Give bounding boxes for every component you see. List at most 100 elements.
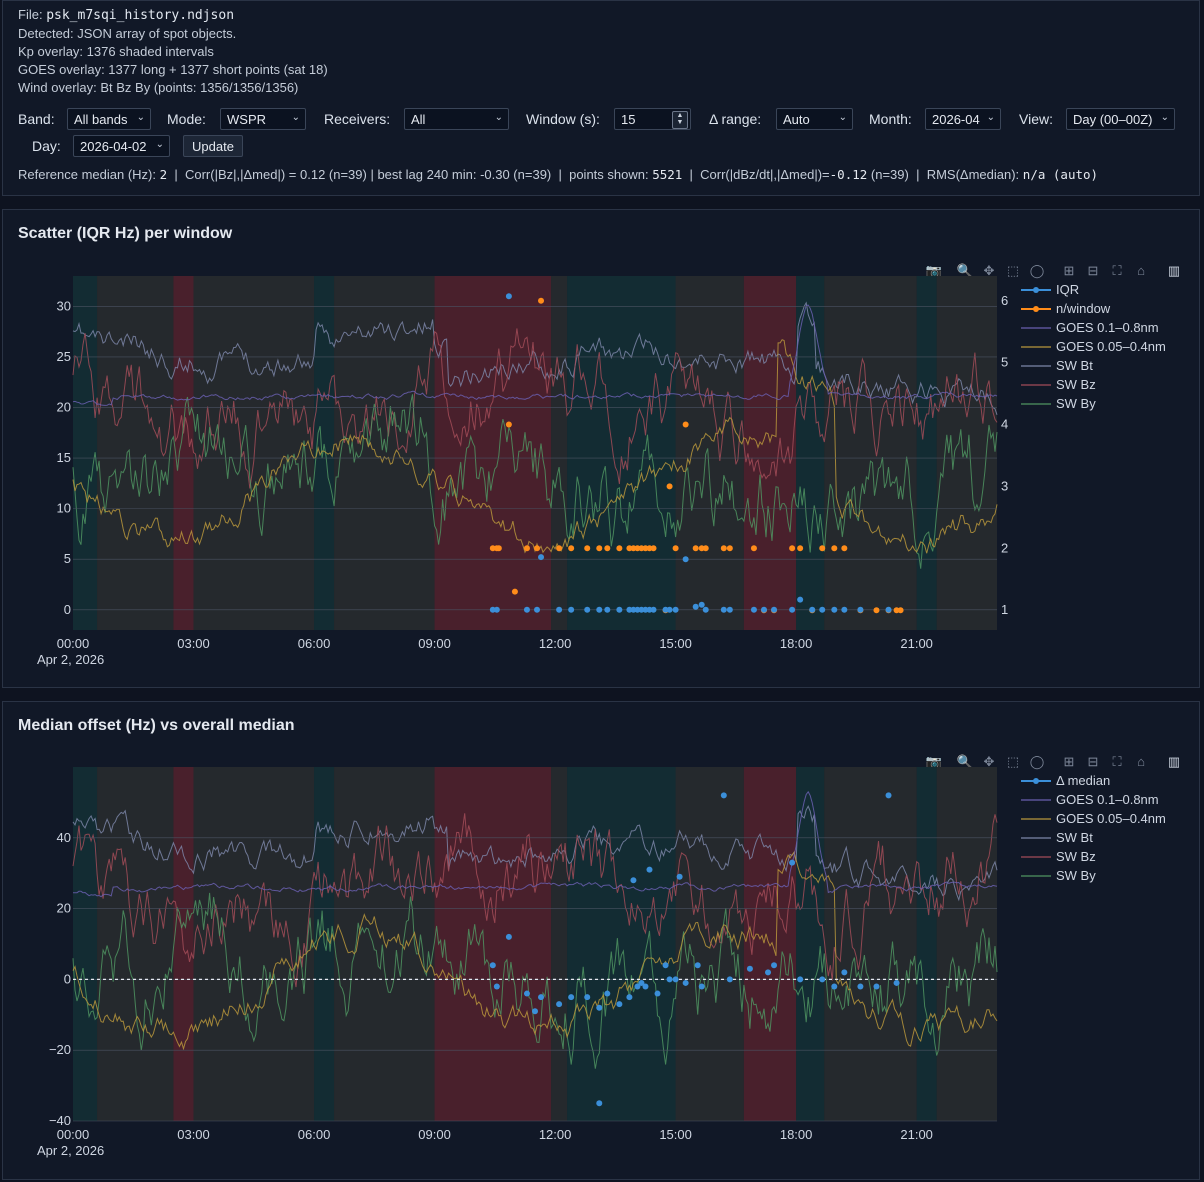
camera-icon[interactable]: 📷 — [925, 263, 943, 278]
stepper-icon[interactable]: ▲ ▼ — [672, 111, 688, 129]
receivers-select[interactable]: All ⌄ — [404, 108, 509, 130]
kp-shade — [551, 767, 568, 1121]
zoom-out-icon[interactable]: ⊟ — [1087, 263, 1099, 278]
box-select-icon[interactable]: ⬚ — [1006, 263, 1020, 278]
x-tick-label: 06:00 — [298, 636, 331, 651]
nwin-point — [556, 545, 563, 552]
iqr-point — [809, 606, 816, 613]
delta-median-point — [523, 990, 530, 997]
delta-median-point — [568, 994, 575, 1001]
iqr-point — [750, 606, 757, 613]
zoom-icon[interactable]: 🔍 — [956, 263, 974, 278]
file-name: psk_m7sqi_history.ndjson — [46, 8, 235, 23]
zoom-in-icon[interactable]: ⊞ — [1063, 754, 1075, 769]
x-date-label: Apr 2, 2026 — [37, 1143, 104, 1158]
kp-shade — [434, 276, 552, 630]
zoom-icon[interactable]: 🔍 — [956, 754, 974, 769]
delta-median-point — [873, 983, 880, 990]
range-select[interactable]: Auto ⌄ — [776, 108, 853, 130]
legend-label: SW Bt — [1056, 830, 1093, 845]
delta-median-point — [616, 1001, 623, 1008]
delta-median-point — [720, 792, 727, 799]
y-tick-label: 30 — [57, 298, 71, 313]
autoscale-icon[interactable]: ⛶ — [1112, 754, 1122, 769]
iqr-point — [841, 606, 848, 613]
delta-median-point — [857, 983, 864, 990]
iqr-point — [493, 606, 500, 613]
kp-shade — [675, 276, 744, 630]
lasso-icon[interactable]: ◯ — [1029, 263, 1045, 278]
nwin-point — [841, 545, 848, 552]
delta-median-point — [584, 994, 591, 1001]
iqr-point — [698, 601, 705, 608]
delta-median-point — [634, 983, 641, 990]
iqr-point — [702, 606, 709, 613]
nwin-point — [538, 297, 545, 304]
box-select-icon[interactable]: ⬚ — [1006, 754, 1020, 769]
sw-bz-line — [72, 813, 998, 988]
sw-by-line — [72, 394, 998, 569]
iqr-point — [797, 596, 804, 603]
chevron-down-icon: ⌄ — [838, 112, 847, 123]
pan-icon[interactable]: ✥ — [983, 263, 995, 278]
kp-shade — [173, 276, 194, 630]
wind-overlay-info: Wind overlay: Bt Bz By (points: 1356/135… — [18, 80, 299, 95]
header-panel: File: psk_m7sqi_history.ndjson Detected:… — [2, 0, 1200, 196]
x-tick-label: 21:00 — [900, 636, 933, 651]
delta-median-point — [841, 969, 848, 976]
delta-median-point — [666, 976, 673, 983]
home-icon[interactable]: ⌂ — [1137, 263, 1145, 278]
chart2-title: Median offset (Hz) vs overall median — [18, 717, 295, 734]
month-select[interactable]: 2026-04 ⌄ — [925, 108, 1001, 130]
kp-shade — [551, 276, 568, 630]
iqr-point — [505, 293, 512, 300]
plotly-logo-icon[interactable]: ▥ — [1167, 754, 1181, 769]
iqr-point — [538, 554, 545, 561]
nwin-point — [523, 545, 530, 552]
window-input[interactable]: 15 ▲ ▼ — [614, 108, 691, 130]
view-select[interactable]: Day (00–00Z) ⌄ — [1066, 108, 1175, 130]
delta-median-point — [538, 994, 545, 1001]
x-tick-label: 03:00 — [177, 636, 210, 651]
x-tick-label: 00:00 — [57, 636, 90, 651]
pan-icon[interactable]: ✥ — [983, 754, 995, 769]
y-tick-label: 10 — [57, 501, 71, 516]
plotly-logo-icon[interactable]: ▥ — [1167, 263, 1181, 278]
delta-median-point — [493, 983, 500, 990]
kp-shade — [824, 767, 917, 1121]
delta-median-point — [646, 866, 653, 873]
receivers-value: All — [411, 112, 426, 127]
delta-median-point — [676, 873, 683, 880]
delta-median-point — [638, 979, 645, 986]
x-tick-label: 12:00 — [539, 636, 572, 651]
mode-value: WSPR — [227, 112, 266, 127]
nwin-point — [666, 483, 673, 490]
mode-select[interactable]: WSPR ⌄ — [220, 108, 306, 130]
nwin-point — [505, 421, 512, 428]
lasso-icon[interactable]: ◯ — [1029, 754, 1045, 769]
kp-shade — [916, 276, 937, 630]
scatter-panel: Scatter (IQR Hz) per window 📷 🔍 ✥ ⬚ ◯ ⊞ … — [2, 209, 1200, 688]
zoom-in-icon[interactable]: ⊞ — [1063, 263, 1075, 278]
iqr-point — [672, 606, 679, 613]
nwin-point — [750, 545, 757, 552]
zoom-out-icon[interactable]: ⊟ — [1087, 754, 1099, 769]
nwin-point — [672, 545, 679, 552]
day-select[interactable]: 2026-04-02 ⌄ — [73, 135, 170, 157]
kp-shade — [936, 767, 997, 1121]
delta-median-point — [626, 994, 633, 1001]
home-icon[interactable]: ⌂ — [1137, 754, 1145, 769]
autoscale-icon[interactable]: ⛶ — [1112, 263, 1122, 278]
kp-shade — [193, 767, 315, 1121]
nwin-point — [831, 545, 838, 552]
nwin-point — [534, 545, 541, 552]
camera-icon[interactable]: 📷 — [925, 754, 943, 769]
y-tick-label: −40 — [49, 1113, 71, 1128]
band-select[interactable]: All bands ⌄ — [67, 108, 151, 130]
chevron-down-icon: ⌄ — [986, 112, 995, 123]
nwin-point — [797, 545, 804, 552]
update-button[interactable]: Update — [183, 135, 243, 157]
delta-median-point — [596, 1004, 603, 1011]
median-panel: Median offset (Hz) vs overall median 📷 🔍… — [2, 701, 1200, 1180]
